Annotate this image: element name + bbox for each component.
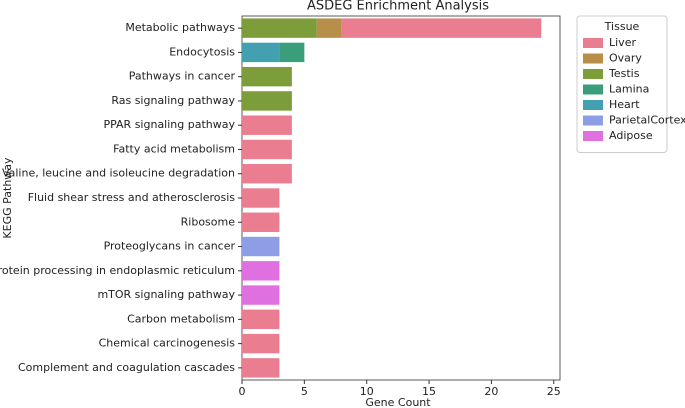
- x-axis-label: Gene Count: [365, 396, 431, 408]
- x-tick-label: 10: [360, 385, 374, 398]
- legend-label: Ovary: [609, 52, 642, 65]
- legend-swatch: [583, 100, 603, 110]
- legend-swatch: [583, 69, 603, 79]
- y-tick-label: Pathways in cancer: [129, 70, 236, 83]
- y-tick-label: mTOR signaling pathway: [97, 288, 235, 301]
- legend-label: Lamina: [609, 83, 649, 96]
- y-tick-label: Ribosome: [181, 215, 236, 228]
- y-tick-label: Fluid shear stress and atherosclerosis: [28, 191, 236, 204]
- bar-segment: [242, 42, 280, 63]
- bar-segment: [242, 115, 292, 135]
- bar-segment: [242, 212, 280, 232]
- bar-segment: [242, 66, 292, 87]
- bar-segment: [279, 42, 305, 63]
- y-tick-label: Ras signaling pathway: [111, 94, 235, 107]
- legend-swatch: [583, 131, 603, 141]
- bar-segment: [242, 285, 280, 305]
- legend-label: ParietalCortex: [609, 114, 685, 127]
- y-tick-label: Complement and coagulation cascades: [18, 361, 235, 374]
- legend-label: Adipose: [609, 129, 653, 142]
- bar-segment: [242, 309, 280, 330]
- x-tick-label: 20: [484, 385, 498, 398]
- bar-segment: [242, 139, 292, 160]
- bar-segment: [242, 236, 280, 257]
- bar-segment: [242, 261, 280, 281]
- bar-segment: [242, 91, 292, 111]
- chart-title: ASDEG Enrichment Analysis: [307, 0, 489, 14]
- y-tick-label: Fatty acid metabolism: [113, 142, 235, 155]
- y-tick-label: PPAR signaling pathway: [103, 118, 235, 131]
- x-tick-label: 15: [422, 385, 436, 398]
- bar-segment: [242, 188, 280, 208]
- x-tick-label: 25: [547, 385, 561, 398]
- legend-swatch: [583, 84, 603, 95]
- y-tick-label: Carbon metabolism: [127, 312, 235, 325]
- y-axis-label: KEGG Pathway: [1, 157, 14, 239]
- bar-segment: [242, 164, 292, 184]
- y-tick-label: Endocytosis: [169, 45, 235, 58]
- x-tick-label: 5: [301, 385, 308, 398]
- bar-segment: [242, 358, 280, 378]
- y-tick-label: Valine, leucine and isoleucine degradati…: [2, 167, 235, 180]
- legend-swatch: [583, 115, 603, 126]
- x-tick-label: 0: [239, 385, 246, 398]
- legend-title: Tissue: [604, 20, 640, 33]
- legend-label: Liver: [609, 36, 636, 49]
- bar-segment: [242, 333, 280, 354]
- bar-segment: [341, 18, 542, 38]
- y-tick-label: Metabolic pathways: [125, 21, 235, 34]
- y-tick-label: Proteoglycans in cancer: [104, 240, 236, 253]
- bar-segment: [316, 18, 342, 38]
- legend-swatch: [583, 38, 603, 48]
- y-tick-label: Chemical carcinogenesis: [99, 337, 236, 350]
- bar-segment: [242, 18, 317, 38]
- legend-swatch: [583, 53, 603, 64]
- legend-label: Testis: [608, 67, 640, 80]
- legend-label: Heart: [609, 98, 640, 111]
- y-tick-label: Protein processing in endoplasmic reticu…: [0, 264, 235, 277]
